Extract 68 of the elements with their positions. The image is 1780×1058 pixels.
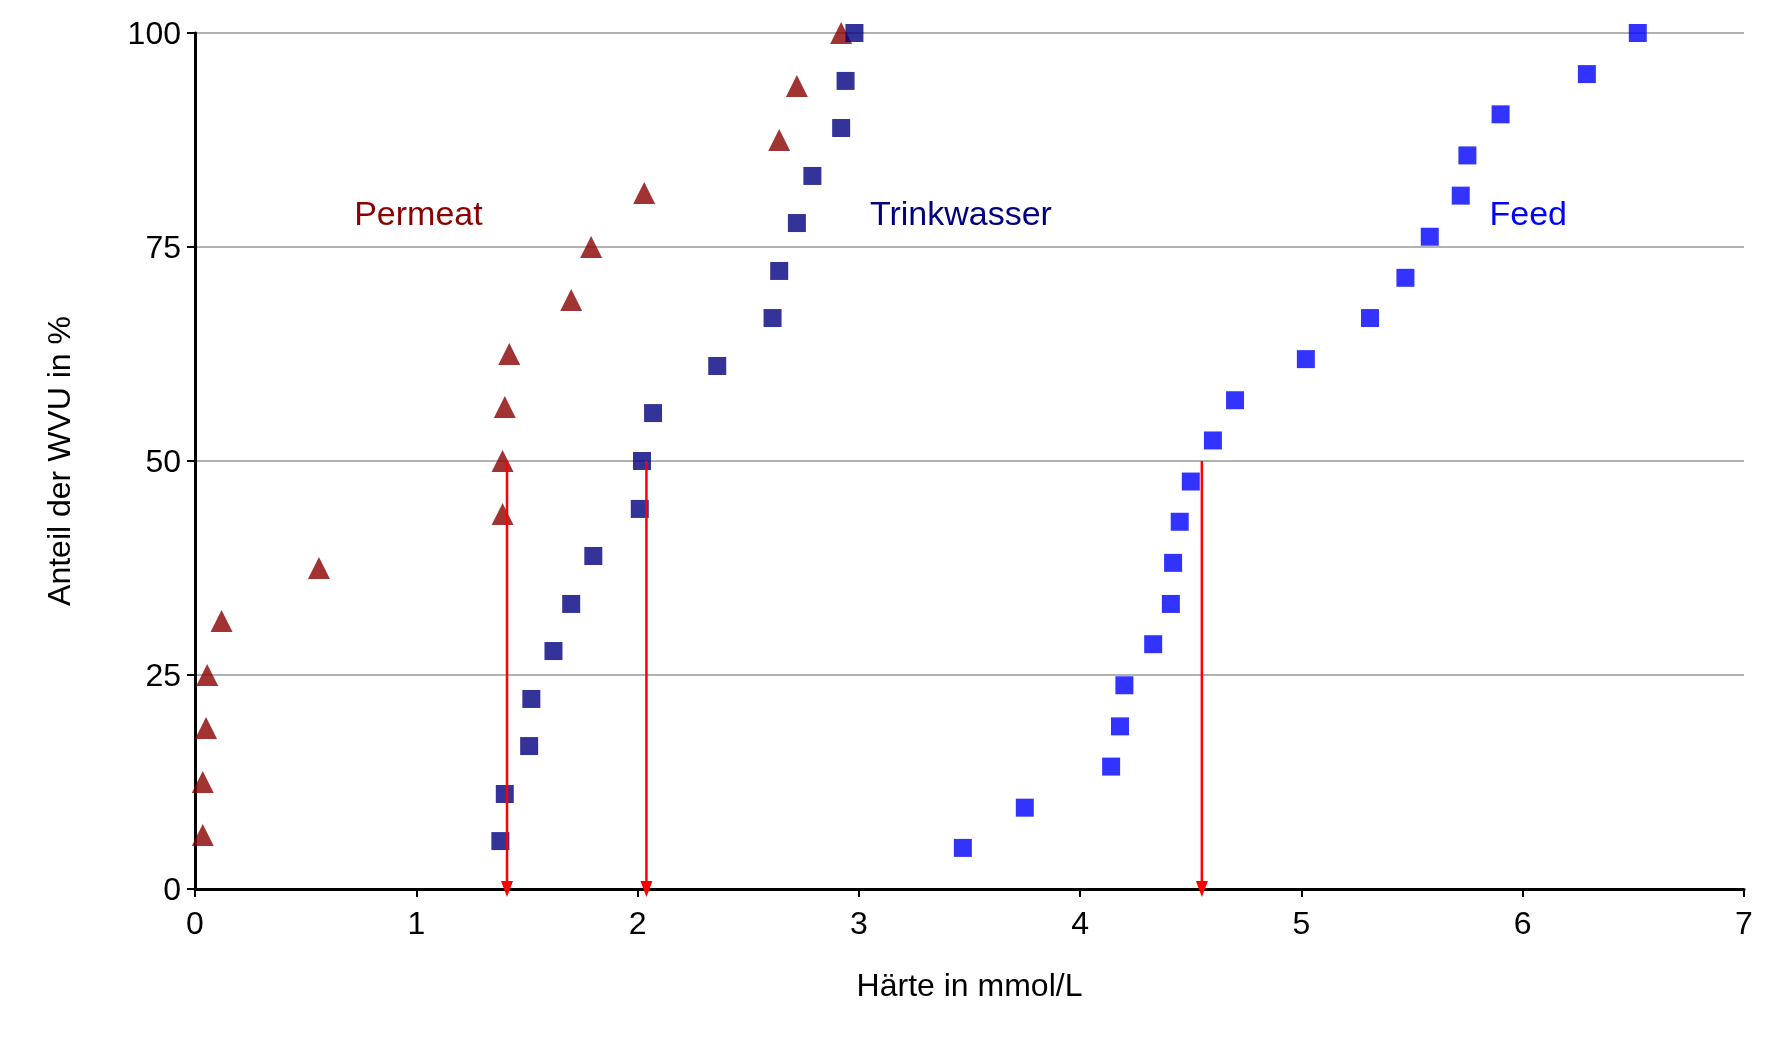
- point: [544, 642, 563, 661]
- point: [1458, 146, 1477, 165]
- point: [1164, 553, 1183, 572]
- point: [953, 838, 972, 857]
- point: [1102, 757, 1121, 776]
- point: [1181, 472, 1200, 491]
- point: [633, 182, 656, 205]
- x-tick-label: 0: [186, 905, 204, 941]
- point: [1628, 24, 1647, 42]
- x-axis-title: Härte in mmol/L: [856, 967, 1083, 1003]
- x-tick-label: 4: [1071, 905, 1090, 941]
- y-tick-label: 25: [145, 657, 181, 693]
- point: [1296, 350, 1315, 369]
- point: [1203, 431, 1222, 450]
- point: [307, 557, 330, 579]
- y-tick-label: 75: [145, 229, 181, 265]
- point: [1170, 512, 1189, 531]
- point: [210, 610, 233, 633]
- point: [708, 356, 727, 375]
- point: [770, 261, 789, 280]
- point: [191, 824, 214, 847]
- x-tick-label: 5: [1292, 905, 1311, 941]
- point: [1420, 227, 1439, 246]
- y-tick-label: 50: [145, 443, 181, 479]
- point: [785, 75, 808, 98]
- point: [491, 450, 514, 472]
- point: [787, 214, 806, 233]
- point: [845, 24, 864, 42]
- x-tick-label: 3: [849, 905, 868, 941]
- point: [1110, 717, 1129, 736]
- point: [1015, 798, 1034, 817]
- point: [562, 594, 581, 613]
- point: [584, 547, 603, 566]
- point: [803, 166, 822, 185]
- point: [1491, 105, 1510, 124]
- x-tick-label: 1: [407, 905, 426, 941]
- point: [1361, 309, 1380, 328]
- point: [195, 717, 218, 740]
- point: [836, 71, 855, 90]
- point: [1144, 635, 1163, 654]
- point: [196, 664, 219, 686]
- x-tick-label: 2: [628, 905, 647, 941]
- point: [1161, 594, 1180, 613]
- point: [498, 343, 521, 365]
- point: [832, 119, 851, 138]
- y-tick-label: 100: [127, 15, 181, 51]
- x-tick-label: 7: [1735, 905, 1753, 941]
- point: [191, 771, 214, 793]
- point: [763, 309, 782, 328]
- point: [1226, 391, 1245, 410]
- point: [1396, 268, 1415, 287]
- x-tick-label: 6: [1513, 905, 1532, 941]
- point: [522, 689, 541, 708]
- point: [644, 404, 663, 423]
- point: [493, 396, 516, 419]
- y-axis-title: Anteil der WVU in %: [41, 316, 77, 606]
- point: [560, 289, 583, 312]
- y-tick-label: 0: [163, 871, 181, 907]
- point: [768, 129, 791, 151]
- point: [1451, 186, 1470, 205]
- point: [633, 452, 651, 470]
- series-label: Trinkwasser: [869, 193, 1052, 232]
- point: [580, 236, 603, 258]
- point: [1577, 65, 1596, 84]
- point: [520, 737, 539, 756]
- series-label: Feed: [1489, 193, 1567, 232]
- point: [1115, 676, 1134, 695]
- text: Permeat: [354, 193, 484, 232]
